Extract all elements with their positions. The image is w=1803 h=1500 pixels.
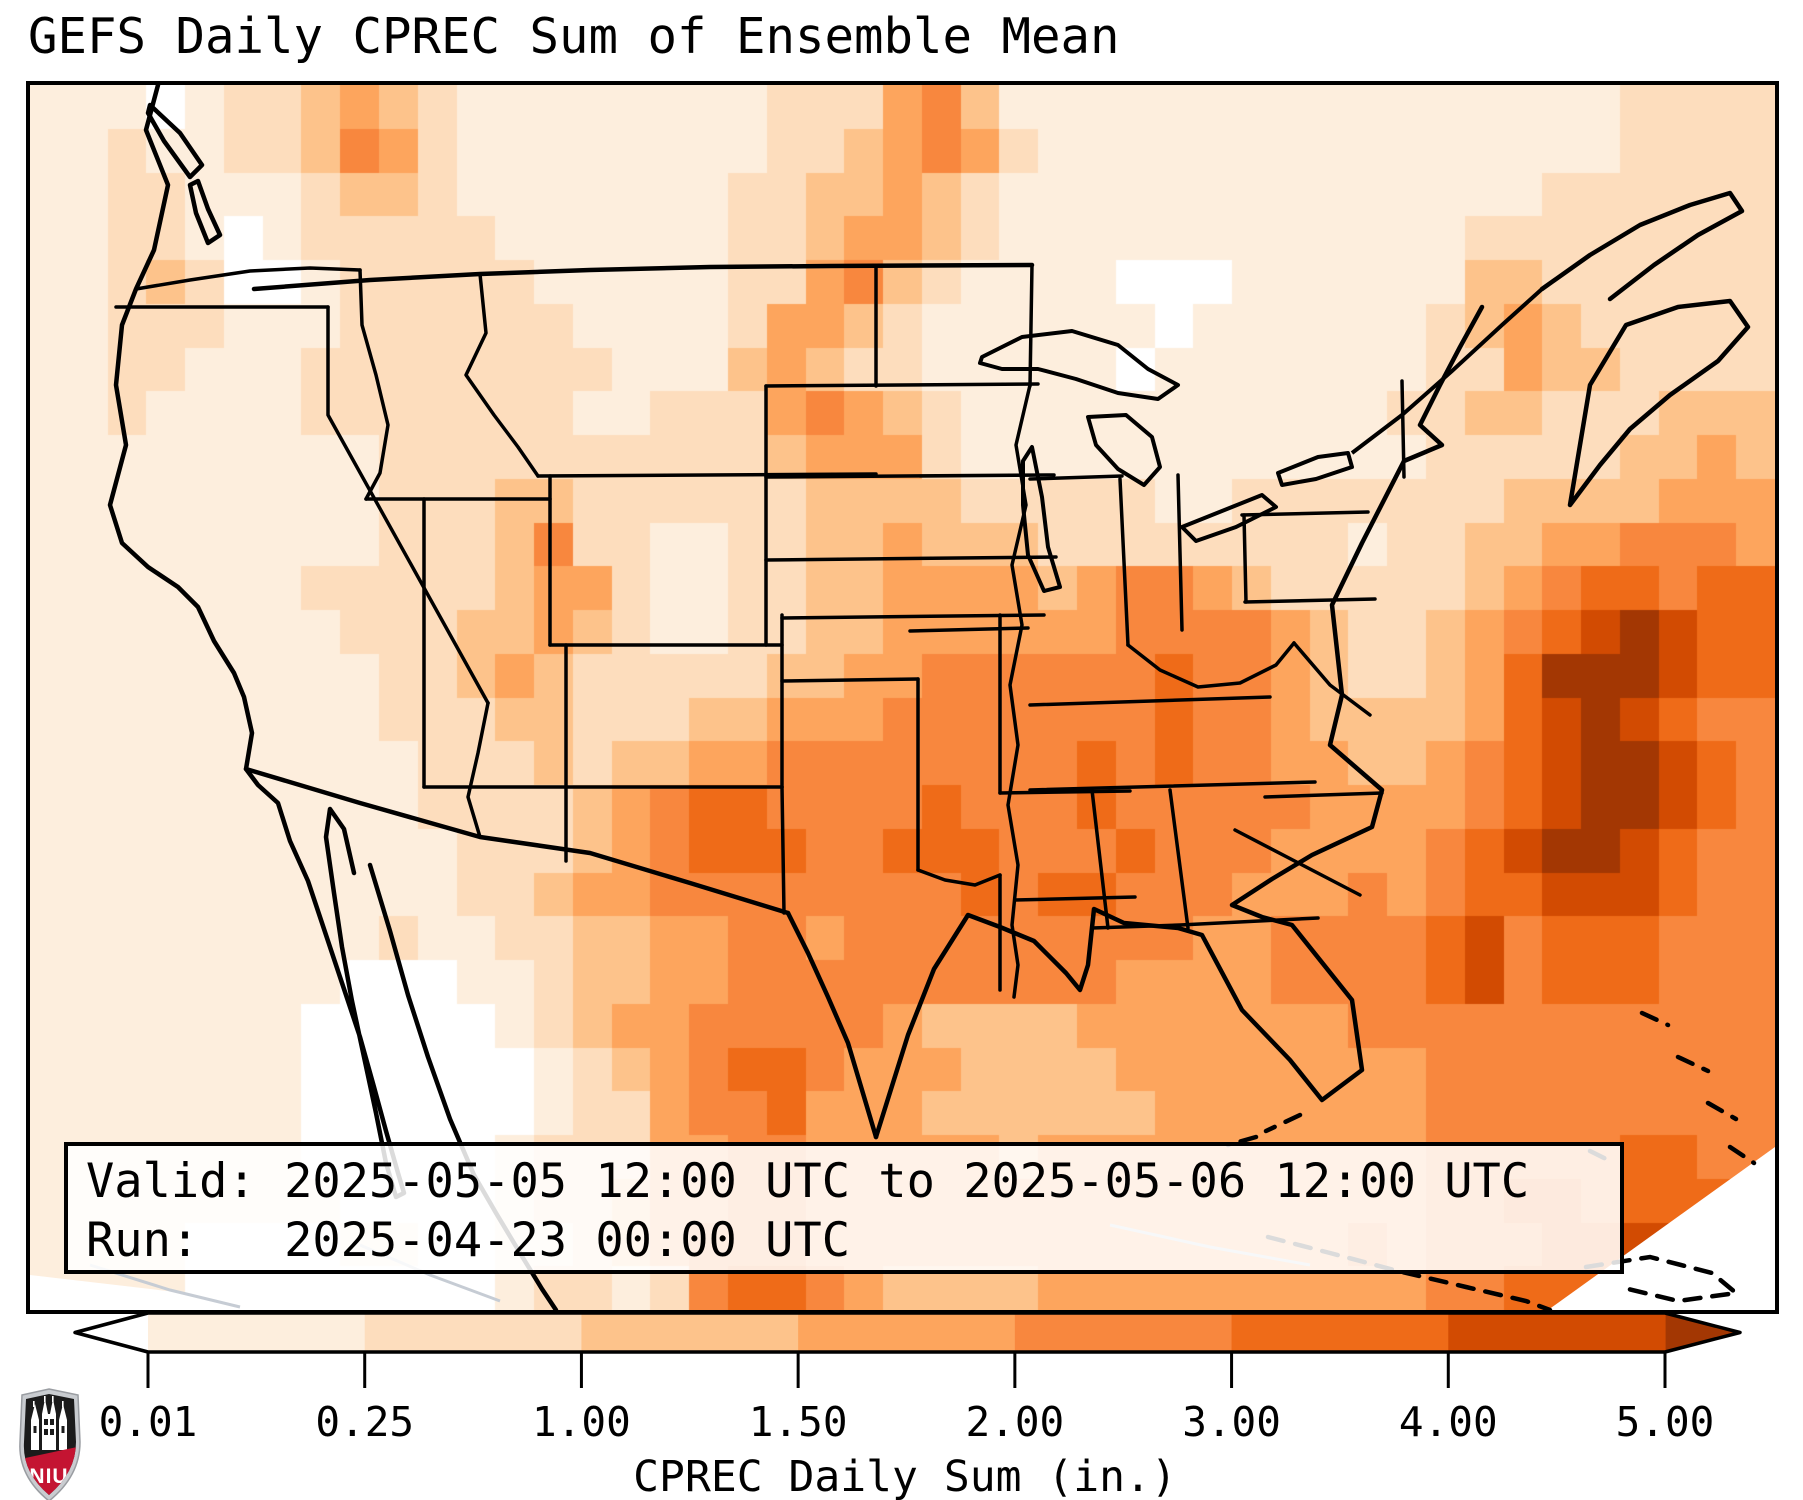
colorbar-tick-label: 1.50 — [748, 1398, 848, 1446]
great-lakes-outlines — [978, 287, 1544, 593]
colorbar — [73, 1311, 1742, 1388]
colorbar-segment — [581, 1313, 799, 1352]
niu-text: NIU — [29, 1465, 68, 1488]
state-borders — [114, 263, 1406, 999]
colorbar-tick-label: 0.01 — [98, 1398, 198, 1446]
island-coastlines — [1225, 1010, 1757, 1310]
map-frame — [26, 81, 1779, 1314]
colorbar-segment — [1014, 1313, 1233, 1352]
colorbar-tick-labels: 0.01 0.25 1.00 1.50 2.00 3.00 4.00 5.00 — [0, 1398, 1803, 1448]
colorbar-tick-label: 3.00 — [1182, 1398, 1281, 1446]
colorbar-tick-label: 2.00 — [965, 1398, 1065, 1446]
colorbar-tick-label: 4.00 — [1398, 1398, 1498, 1446]
colorbar-tick-label: 5.00 — [1615, 1398, 1715, 1446]
page-title: GEFS Daily CPREC Sum of Ensemble Mean — [28, 8, 1120, 65]
colorbar-segment — [798, 1313, 1016, 1352]
colorbar-tick-label: 0.25 — [315, 1398, 415, 1446]
niu-logo: NIU — [19, 1388, 81, 1500]
castle-windows — [33, 1419, 65, 1435]
colorbar-axis-label: CPREC Daily Sum (in.) — [633, 1452, 1177, 1500]
run-time-text: Run: 2025-04-23 00:00 UTC — [86, 1213, 851, 1268]
colorbar-tick-label: 1.00 — [532, 1398, 631, 1446]
geography-borders-overlay — [30, 85, 1775, 1310]
colorbar-segment — [364, 1313, 583, 1352]
colorbar-over-arrow — [1665, 1313, 1740, 1352]
colorbar-segment — [148, 1313, 366, 1352]
precipitation-grid-canvas — [30, 85, 1775, 1310]
validity-info-box: Valid: 2025-05-05 12:00 UTC to 2025-05-0… — [64, 1142, 1624, 1274]
colorbar-segment — [1448, 1313, 1666, 1352]
valid-time-text: Valid: 2025-05-05 12:00 UTC to 2025-05-0… — [86, 1154, 1530, 1209]
colorbar-under-arrow — [75, 1313, 148, 1352]
colorbar-segment — [1231, 1313, 1449, 1352]
